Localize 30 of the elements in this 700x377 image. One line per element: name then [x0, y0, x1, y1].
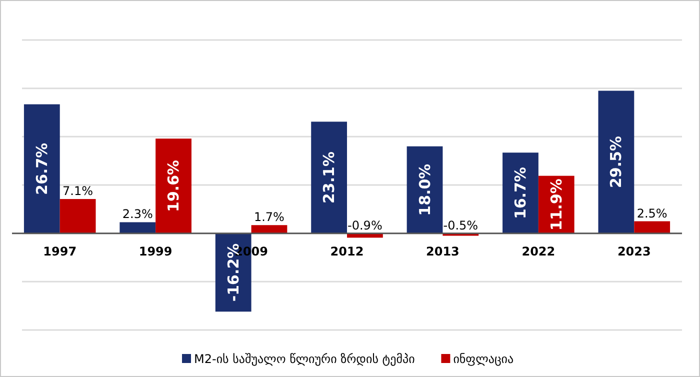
x-tick-label: 2012 [330, 244, 364, 258]
bar [251, 225, 288, 234]
x-tick-label: 2022 [522, 244, 556, 258]
data-label: 2.3% [122, 207, 153, 222]
bar [60, 199, 96, 234]
x-tick-label: 1997 [43, 244, 77, 258]
bar [156, 138, 192, 234]
data-label: 26.7% [32, 142, 51, 195]
data-label: 11.9% [547, 178, 566, 231]
data-label: 7.1% [62, 184, 94, 198]
x-tick-label: 1999 [138, 244, 172, 258]
data-label: -0.9% [348, 218, 382, 232]
legend-label: ინფლაცია [453, 352, 514, 366]
bar [24, 104, 60, 234]
data-label: 16.7% [511, 166, 530, 219]
legend-label: M2-ის საშუალო წლიური ზრდის ტემპი [194, 352, 415, 366]
data-label: 29.5% [607, 136, 626, 188]
data-label: 18.0% [416, 164, 434, 216]
bar [502, 152, 538, 234]
bar [311, 122, 347, 234]
data-label: 19.6% [164, 160, 183, 212]
bar [120, 222, 156, 234]
data-label: 1.7% [254, 210, 284, 224]
bar [598, 90, 634, 234]
data-label: 23.1% [320, 151, 338, 204]
data-label: -0.5% [443, 218, 478, 232]
data-label: 2.5% [636, 206, 668, 220]
bar [634, 221, 670, 234]
x-tick-label: 2023 [617, 244, 651, 258]
x-tick-label: 2013 [426, 244, 460, 258]
